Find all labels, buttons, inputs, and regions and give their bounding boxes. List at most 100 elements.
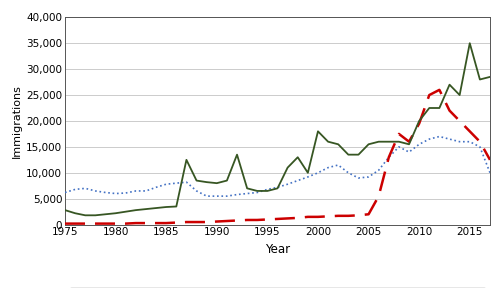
- Country group 2: [122, 222, 128, 225]
- Country group 3: [366, 143, 372, 146]
- Country group 3: [72, 211, 78, 215]
- Country group 2: [204, 220, 210, 224]
- Country group 3: [194, 179, 200, 182]
- Country group 3: [274, 187, 280, 190]
- Country group 3: [335, 143, 341, 146]
- Country group 3: [214, 181, 220, 185]
- Country group 1: [274, 185, 280, 189]
- Country group 2: [315, 215, 321, 219]
- Line: Country group 3: Country group 3: [65, 43, 490, 215]
- Country group 1: [467, 140, 473, 143]
- Country group 3: [92, 214, 98, 217]
- Country group 3: [264, 189, 270, 193]
- Country group 2: [174, 221, 180, 224]
- Country group 2: [416, 122, 422, 125]
- Country group 1: [346, 171, 352, 175]
- Country group 3: [174, 205, 180, 208]
- Country group 1: [214, 194, 220, 198]
- Country group 3: [416, 119, 422, 123]
- Country group 3: [477, 78, 483, 81]
- Country group 2: [194, 220, 200, 224]
- Country group 2: [487, 158, 493, 162]
- Country group 1: [62, 191, 68, 194]
- Country group 2: [366, 213, 372, 216]
- Country group 1: [112, 192, 118, 195]
- Country group 1: [426, 137, 432, 141]
- Country group 2: [264, 218, 270, 221]
- Country group 1: [335, 163, 341, 167]
- Line: Country group 2: Country group 2: [65, 90, 490, 223]
- Country group 2: [62, 222, 68, 225]
- Country group 3: [153, 206, 159, 210]
- Country group 3: [143, 207, 149, 211]
- Country group 1: [356, 176, 362, 180]
- Country group 2: [112, 222, 118, 225]
- Country group 3: [315, 130, 321, 133]
- Country group 1: [315, 171, 321, 175]
- Country group 2: [244, 218, 250, 222]
- Country group 1: [477, 145, 483, 149]
- Country group 3: [305, 171, 311, 175]
- Country group 2: [92, 222, 98, 225]
- Country group 2: [214, 220, 220, 223]
- Country group 3: [406, 143, 412, 146]
- Country group 2: [386, 156, 392, 159]
- Country group 1: [264, 188, 270, 191]
- Country group 1: [82, 187, 88, 190]
- Country group 3: [122, 210, 128, 213]
- Country group 3: [356, 153, 362, 156]
- Country group 2: [254, 218, 260, 222]
- Country group 1: [487, 171, 493, 175]
- Country group 1: [204, 194, 210, 198]
- Country group 1: [224, 194, 230, 198]
- Country group 2: [477, 140, 483, 143]
- Country group 1: [366, 175, 372, 179]
- Country group 2: [325, 215, 331, 218]
- Country group 3: [102, 213, 108, 216]
- Country group 1: [92, 189, 98, 193]
- Country group 3: [325, 140, 331, 143]
- Country group 1: [122, 191, 128, 195]
- Country group 1: [143, 189, 149, 193]
- Country group 1: [396, 145, 402, 149]
- Country group 3: [184, 158, 190, 162]
- Country group 3: [204, 180, 210, 184]
- Country group 2: [284, 217, 290, 220]
- Country group 1: [284, 183, 290, 186]
- Country group 1: [102, 191, 108, 194]
- Country group 3: [284, 166, 290, 169]
- Country group 3: [112, 211, 118, 215]
- Country group 3: [234, 153, 240, 156]
- Country group 2: [153, 221, 159, 225]
- Country group 2: [184, 220, 190, 224]
- Country group 2: [335, 214, 341, 217]
- Country group 2: [356, 214, 362, 217]
- Country group 2: [82, 222, 88, 225]
- Country group 3: [224, 179, 230, 182]
- Country group 2: [133, 221, 139, 225]
- Country group 3: [376, 140, 382, 143]
- Country group 3: [294, 156, 300, 159]
- Country group 3: [446, 83, 452, 86]
- Country group 1: [244, 192, 250, 195]
- Country group 2: [376, 194, 382, 198]
- Country group 2: [396, 132, 402, 136]
- Country group 3: [426, 106, 432, 110]
- Country group 2: [305, 215, 311, 219]
- Y-axis label: Immigrations: Immigrations: [12, 84, 22, 158]
- Country group 2: [102, 222, 108, 225]
- Country group 1: [406, 150, 412, 154]
- Country group 3: [487, 75, 493, 79]
- Country group 2: [436, 88, 442, 92]
- Country group 3: [396, 140, 402, 143]
- Country group 1: [376, 168, 382, 172]
- Country group 2: [294, 216, 300, 220]
- Country group 1: [446, 137, 452, 141]
- Country group 1: [416, 143, 422, 146]
- Country group 1: [133, 189, 139, 193]
- Country group 2: [406, 140, 412, 143]
- Country group 3: [133, 209, 139, 212]
- Country group 1: [325, 166, 331, 169]
- Country group 1: [194, 189, 200, 193]
- Country group 3: [244, 187, 250, 190]
